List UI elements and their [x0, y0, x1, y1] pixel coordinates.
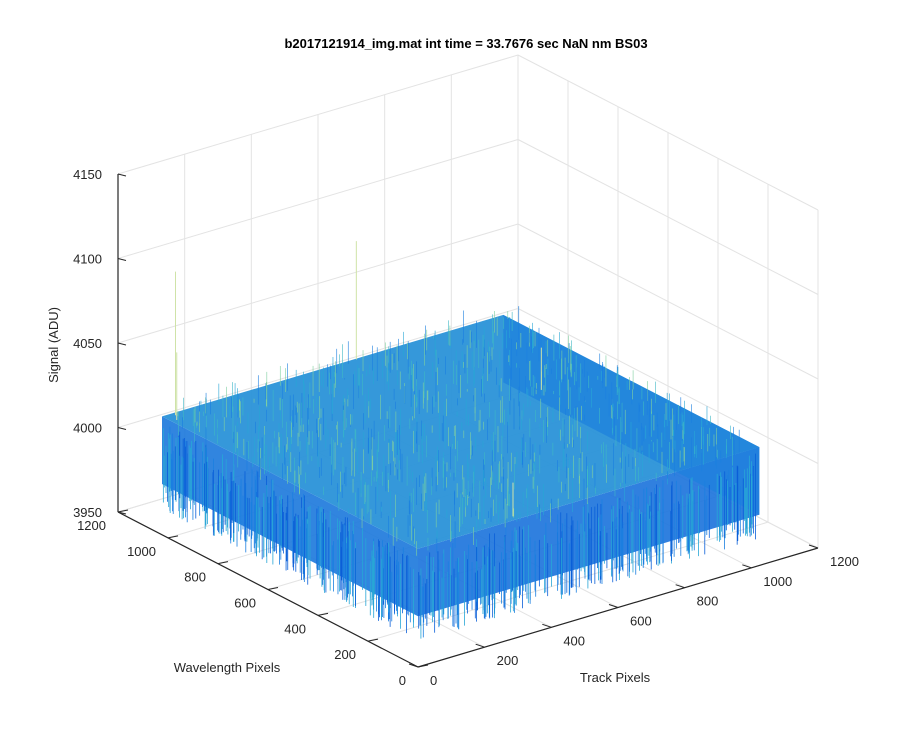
x-tick-label: 600: [630, 614, 652, 629]
z-tick-mark: [117, 511, 127, 515]
y-tick-mark: [267, 587, 279, 590]
z-axis-label: Signal (ADU): [46, 307, 61, 383]
y-tick-mark: [167, 535, 179, 539]
z-tick-mark: [117, 427, 127, 430]
x-tick-mark: [742, 564, 752, 569]
y-tick-mark: [217, 561, 229, 565]
surface-right-face: [503, 314, 760, 515]
x-tick-mark: [475, 643, 485, 648]
chart-title: b2017121914_img.mat int time = 33.7676 s…: [284, 36, 647, 51]
x-tick-label: 200: [497, 653, 519, 668]
x-tick-label: 800: [697, 594, 719, 609]
z-tick-label: 4050: [73, 336, 102, 351]
y-axis-label: Wavelength Pixels: [174, 660, 281, 675]
surface-plot: [162, 241, 760, 639]
y-tick-label: 600: [234, 596, 256, 611]
x-tick-mark: [608, 604, 619, 608]
y-tick-mark: [417, 664, 429, 668]
x-axis-label: Track Pixels: [580, 670, 651, 685]
z-tick-mark: [117, 173, 127, 177]
x-tick-label: 400: [563, 633, 585, 648]
z-tick-label: 4150: [73, 167, 102, 182]
z-tick-label: 3950: [73, 505, 102, 520]
y-tick-label: 400: [284, 621, 306, 636]
y-tick-mark: [117, 509, 129, 513]
y-tick-mark: [317, 612, 329, 616]
y-tick-label: 800: [184, 570, 206, 585]
x-tick-label: 1000: [763, 574, 792, 589]
y-tick-label: 1000: [127, 544, 156, 559]
z-tick-label: 4100: [73, 252, 102, 267]
y-tick-label: 200: [334, 647, 356, 662]
z-tick-mark: [117, 258, 127, 261]
y-tick-label: 1200: [77, 518, 106, 533]
y-tick-mark: [367, 638, 379, 642]
x-tick-mark: [808, 544, 819, 549]
y-tick-label: 0: [399, 673, 406, 688]
x-tick-label: 1200: [830, 554, 859, 569]
x-tick-mark: [408, 663, 419, 668]
x-tick-label: 0: [430, 673, 437, 688]
tick-labels: 3950400040504100415002004006008001000120…: [73, 167, 859, 688]
x-tick-mark: [675, 584, 685, 589]
z-tick-mark: [117, 342, 127, 346]
x-tick-mark: [542, 623, 552, 628]
z-tick-label: 4000: [73, 421, 102, 436]
